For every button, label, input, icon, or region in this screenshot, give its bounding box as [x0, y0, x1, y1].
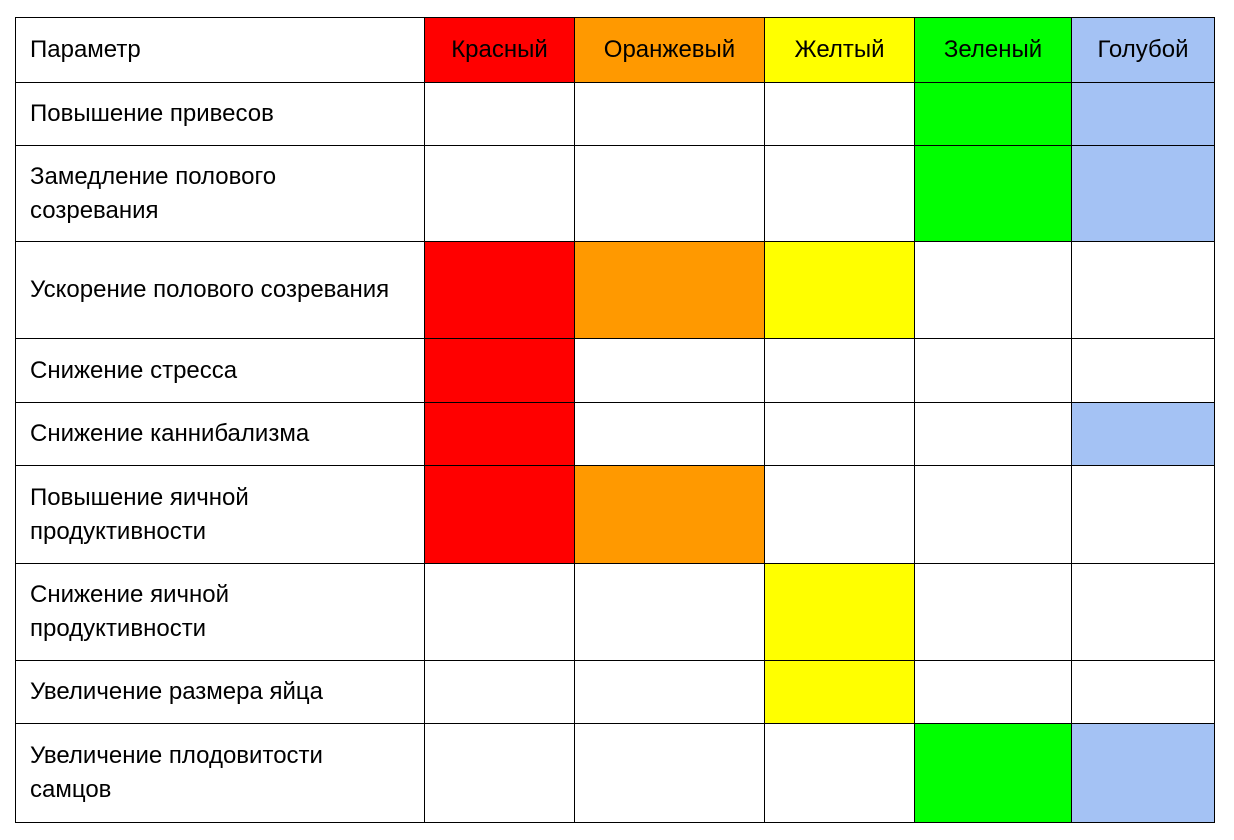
row-label: Повышение привесов	[15, 82, 425, 146]
empty-cell	[1071, 465, 1215, 564]
empty-cell	[914, 465, 1072, 564]
row: Снижение стресса	[15, 338, 1215, 403]
empty-cell	[574, 402, 765, 466]
color-table: Параметр Красный Оранжевый Желтый Зеленый Гол…	[15, 17, 1215, 823]
empty-cell	[914, 660, 1072, 724]
marked-cell	[424, 338, 575, 403]
empty-cell	[1071, 338, 1215, 403]
marked-cell	[914, 723, 1072, 823]
empty-cell	[574, 145, 765, 242]
marked-cell	[914, 145, 1072, 242]
marked-cell	[1071, 402, 1215, 466]
row: Снижение яичной продуктивности	[15, 563, 1215, 661]
empty-cell	[1071, 563, 1215, 661]
empty-cell	[424, 145, 575, 242]
marked-cell	[1071, 145, 1215, 242]
row: Увеличение размера яйца	[15, 660, 1215, 724]
empty-cell	[424, 82, 575, 146]
row-label: Снижение стресса	[15, 338, 425, 403]
color-header: Голубой	[1071, 17, 1215, 83]
marked-cell	[1071, 723, 1215, 823]
row-label: Замедление полового созревания	[15, 145, 425, 242]
marked-cell	[914, 82, 1072, 146]
empty-cell	[914, 241, 1072, 339]
empty-cell	[424, 660, 575, 724]
marked-cell	[764, 660, 915, 724]
row: Повышение яичной продуктивности	[15, 465, 1215, 564]
empty-cell	[574, 82, 765, 146]
empty-cell	[914, 402, 1072, 466]
row-label: Снижение яичной продуктивности	[15, 563, 425, 661]
row: Увеличение плодовитости самцов	[15, 723, 1215, 823]
empty-cell	[424, 723, 575, 823]
color-header: Желтый	[764, 17, 915, 83]
marked-cell	[424, 465, 575, 564]
row-label: Увеличение плодовитости самцов	[15, 723, 425, 823]
empty-cell	[574, 660, 765, 724]
header-cell: Параметр	[15, 17, 425, 83]
empty-cell	[574, 563, 765, 661]
marked-cell	[764, 563, 915, 661]
empty-cell	[1071, 660, 1215, 724]
color-header: Оранжевый	[574, 17, 765, 83]
marked-cell	[574, 241, 765, 339]
marked-cell	[574, 465, 765, 564]
row: Повышение привесов	[15, 82, 1215, 146]
empty-cell	[764, 145, 915, 242]
empty-cell	[574, 338, 765, 403]
empty-cell	[424, 563, 575, 661]
row-label: Повышение яичной продуктивности	[15, 465, 425, 564]
row-label: Увеличение размера яйца	[15, 660, 425, 724]
marked-cell	[764, 241, 915, 339]
marked-cell	[424, 402, 575, 466]
empty-cell	[764, 465, 915, 564]
empty-cell	[914, 563, 1072, 661]
row-label: Снижение каннибализма	[15, 402, 425, 466]
marked-cell	[1071, 82, 1215, 146]
header-row: Параметр Красный Оранжевый Желтый Зеленый Гол…	[15, 17, 1215, 83]
row: Снижение каннибализма	[15, 402, 1215, 466]
row-label: Ускорение полового созревания	[15, 241, 425, 339]
empty-cell	[574, 723, 765, 823]
color-header: Зеленый	[914, 17, 1072, 83]
empty-cell	[764, 723, 915, 823]
empty-cell	[764, 338, 915, 403]
marked-cell	[424, 241, 575, 339]
row: Замедление полового созревания	[15, 145, 1215, 242]
empty-cell	[764, 402, 915, 466]
empty-cell	[914, 338, 1072, 403]
row: Ускорение полового созревания	[15, 241, 1215, 339]
color-header: Красный	[424, 17, 575, 83]
empty-cell	[1071, 241, 1215, 339]
empty-cell	[764, 82, 915, 146]
